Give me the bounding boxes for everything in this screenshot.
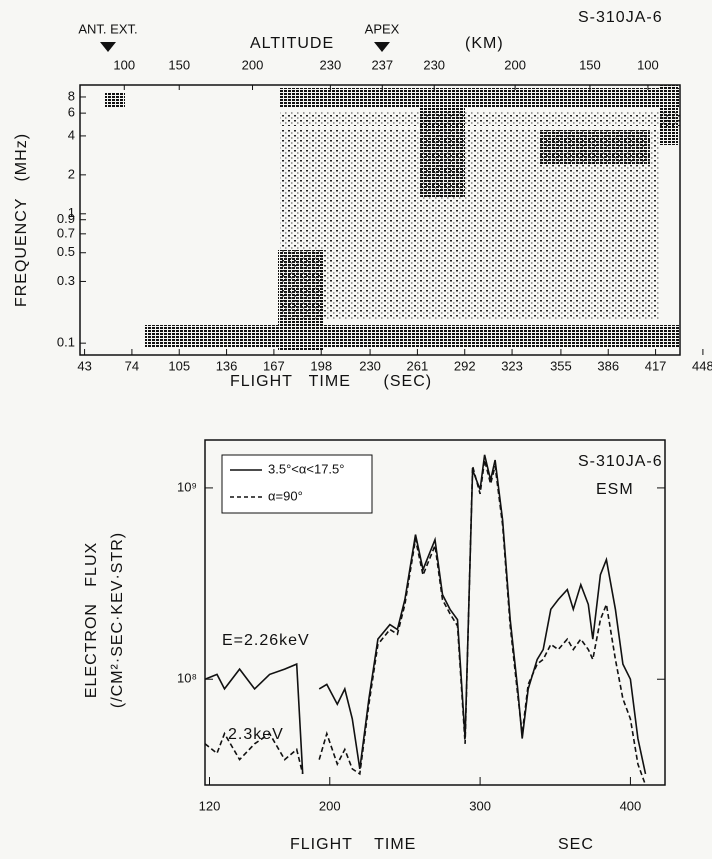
- altitude-tick-label: 100: [113, 57, 135, 72]
- x-tick-label: 43: [77, 358, 91, 373]
- x-tick-label: 105: [168, 358, 190, 373]
- spectrogram-texture: [105, 85, 680, 350]
- x-axis-label: FLIGHT TIME: [290, 836, 416, 853]
- legend-label: α=90°: [268, 488, 303, 503]
- x-tick-label: 448: [692, 358, 712, 373]
- y-axis-label: ELECTRON FLUX: [83, 542, 100, 698]
- annotation: ANT. EXT.: [78, 21, 137, 36]
- y-tick-label: 10⁹: [177, 479, 197, 494]
- x-tick-label: 230: [359, 358, 381, 373]
- y-tick-label: 2: [68, 166, 75, 181]
- x-tick-label: 292: [454, 358, 476, 373]
- x-tick-label: 300: [469, 798, 491, 813]
- x-axis-unit: SEC: [558, 836, 594, 853]
- y-tick-label: 0.3: [57, 273, 75, 288]
- x-tick-label: 120: [199, 798, 221, 813]
- annotation: 2.3keV: [228, 726, 284, 743]
- chart-title: S-310JA-6: [578, 9, 663, 26]
- x-tick-label: 167: [263, 358, 285, 373]
- x-tick-label: 200: [319, 798, 341, 813]
- y-tick-label: 10⁸: [177, 671, 197, 686]
- altitude-tick-label: 230: [320, 57, 342, 72]
- y-axis-label: FREQUENCY (MHz): [13, 133, 30, 307]
- y-tick-label: 6: [68, 105, 75, 120]
- altitude-tick-label: 200: [504, 57, 526, 72]
- x-tick-label: 355: [550, 358, 572, 373]
- y-axis-unit: (/CM²·SEC·KEV·STR): [109, 532, 126, 708]
- altitude-tick-label: 237: [371, 57, 393, 72]
- chart-subtitle: ESM: [596, 481, 634, 498]
- x-tick-label: 400: [620, 798, 642, 813]
- series-line: [204, 454, 647, 775]
- y-tick-label: 0.1: [57, 335, 75, 350]
- plot-frame: [204, 439, 666, 786]
- altitude-tick-label: 230: [423, 57, 445, 72]
- y-tick-label: 0.7: [57, 225, 75, 240]
- series-line: [204, 459, 647, 786]
- x-axis-label: FLIGHT TIME (SEC): [230, 373, 432, 390]
- y-tick-label: 0.5: [57, 244, 75, 259]
- x-tick-label: 261: [407, 358, 429, 373]
- chart-title: S-310JA-6: [578, 453, 663, 470]
- y-tick-label: 8: [68, 88, 75, 103]
- altitude-tick-label: 200: [242, 57, 264, 72]
- y-tick-label: 4: [68, 127, 75, 142]
- x-tick-label: 323: [501, 358, 523, 373]
- x-tick-label: 417: [645, 358, 667, 373]
- y-tick-label: 1: [68, 205, 75, 220]
- altitude-tick-label: 150: [579, 57, 601, 72]
- altitude-tick-label: 100: [637, 57, 659, 72]
- top-axis-unit: (KM): [465, 35, 504, 52]
- x-tick-label: 74: [125, 358, 139, 373]
- altitude-tick-label: 150: [168, 57, 190, 72]
- y-tick-label: 0.9: [57, 211, 75, 226]
- annotation-arrow: [374, 42, 390, 52]
- top-axis-label: ALTITUDE: [250, 35, 334, 52]
- x-tick-label: 136: [216, 358, 238, 373]
- legend-label: 3.5°<α<17.5°: [268, 461, 344, 476]
- legend: 3.5°<α<17.5° α=90°: [221, 454, 373, 514]
- annotation: E=2.26keV: [222, 632, 310, 649]
- x-tick-label: 198: [310, 358, 332, 373]
- x-tick-label: 386: [597, 358, 619, 373]
- annotation: APEX: [365, 21, 400, 36]
- annotation-arrow: [100, 42, 116, 52]
